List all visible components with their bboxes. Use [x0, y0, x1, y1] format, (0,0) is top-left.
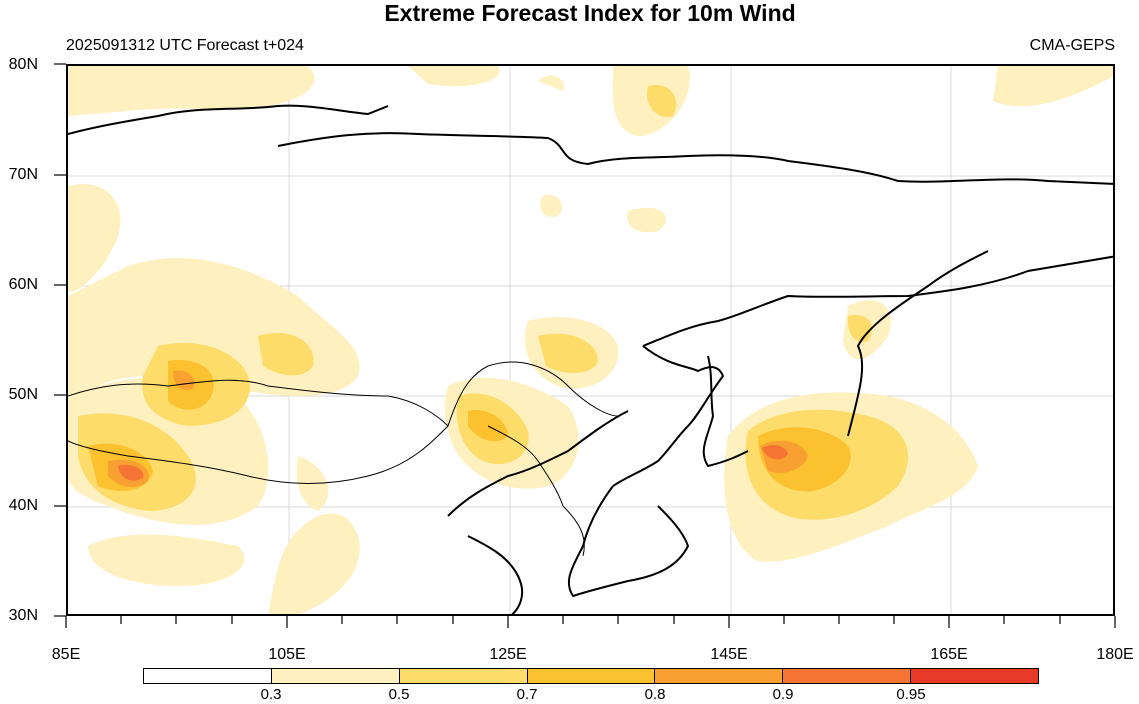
colorbar-segment-7: [911, 669, 1039, 683]
lon-label-125e: 125E: [489, 646, 527, 663]
colorbar-segment-1: [144, 669, 272, 683]
colorbar-label-0-7: 0.7: [516, 686, 538, 703]
lon-label-145e: 145E: [710, 646, 748, 663]
lat-label-50n: 50N: [8, 386, 38, 403]
colorbar-label-0-95: 0.95: [896, 686, 926, 703]
colorbar-segment-3: [399, 669, 528, 683]
colorbar-segment-6: [783, 669, 912, 683]
colorbar-label-0-5: 0.5: [388, 686, 410, 703]
lat-label-40n: 40N: [8, 497, 38, 514]
lon-label-165e: 165E: [930, 646, 968, 663]
lat-label-30n: 30N: [8, 607, 38, 624]
lat-label-80n: 80N: [8, 56, 38, 73]
map-title: Extreme Forecast Index for 10m Wind: [384, 0, 796, 26]
coastlines: [68, 104, 1113, 614]
lon-label-180e: 180E: [1096, 646, 1134, 663]
colorbar-segment-2: [271, 669, 400, 683]
lon-label-85e: 85E: [51, 646, 81, 663]
colorbar-label-0-3: 0.3: [260, 686, 282, 703]
map-plot-area: [66, 64, 1115, 616]
lat-label-70n: 70N: [8, 166, 38, 183]
colorbar-label-0-8: 0.8: [644, 686, 666, 703]
colorbar-segment-4: [527, 669, 656, 683]
model-name-label: CMA-GEPS: [1029, 37, 1115, 54]
lat-label-60n: 60N: [8, 276, 38, 293]
colorbar-segment-5: [655, 669, 784, 683]
country-borders: [68, 361, 619, 557]
colorbar-label-0-9: 0.9: [772, 686, 794, 703]
colorbar: [143, 668, 1039, 684]
map-svg: [68, 66, 1113, 614]
forecast-time-label: 2025091312 UTC Forecast t+024: [66, 37, 304, 54]
lon-label-105e: 105E: [268, 646, 306, 663]
